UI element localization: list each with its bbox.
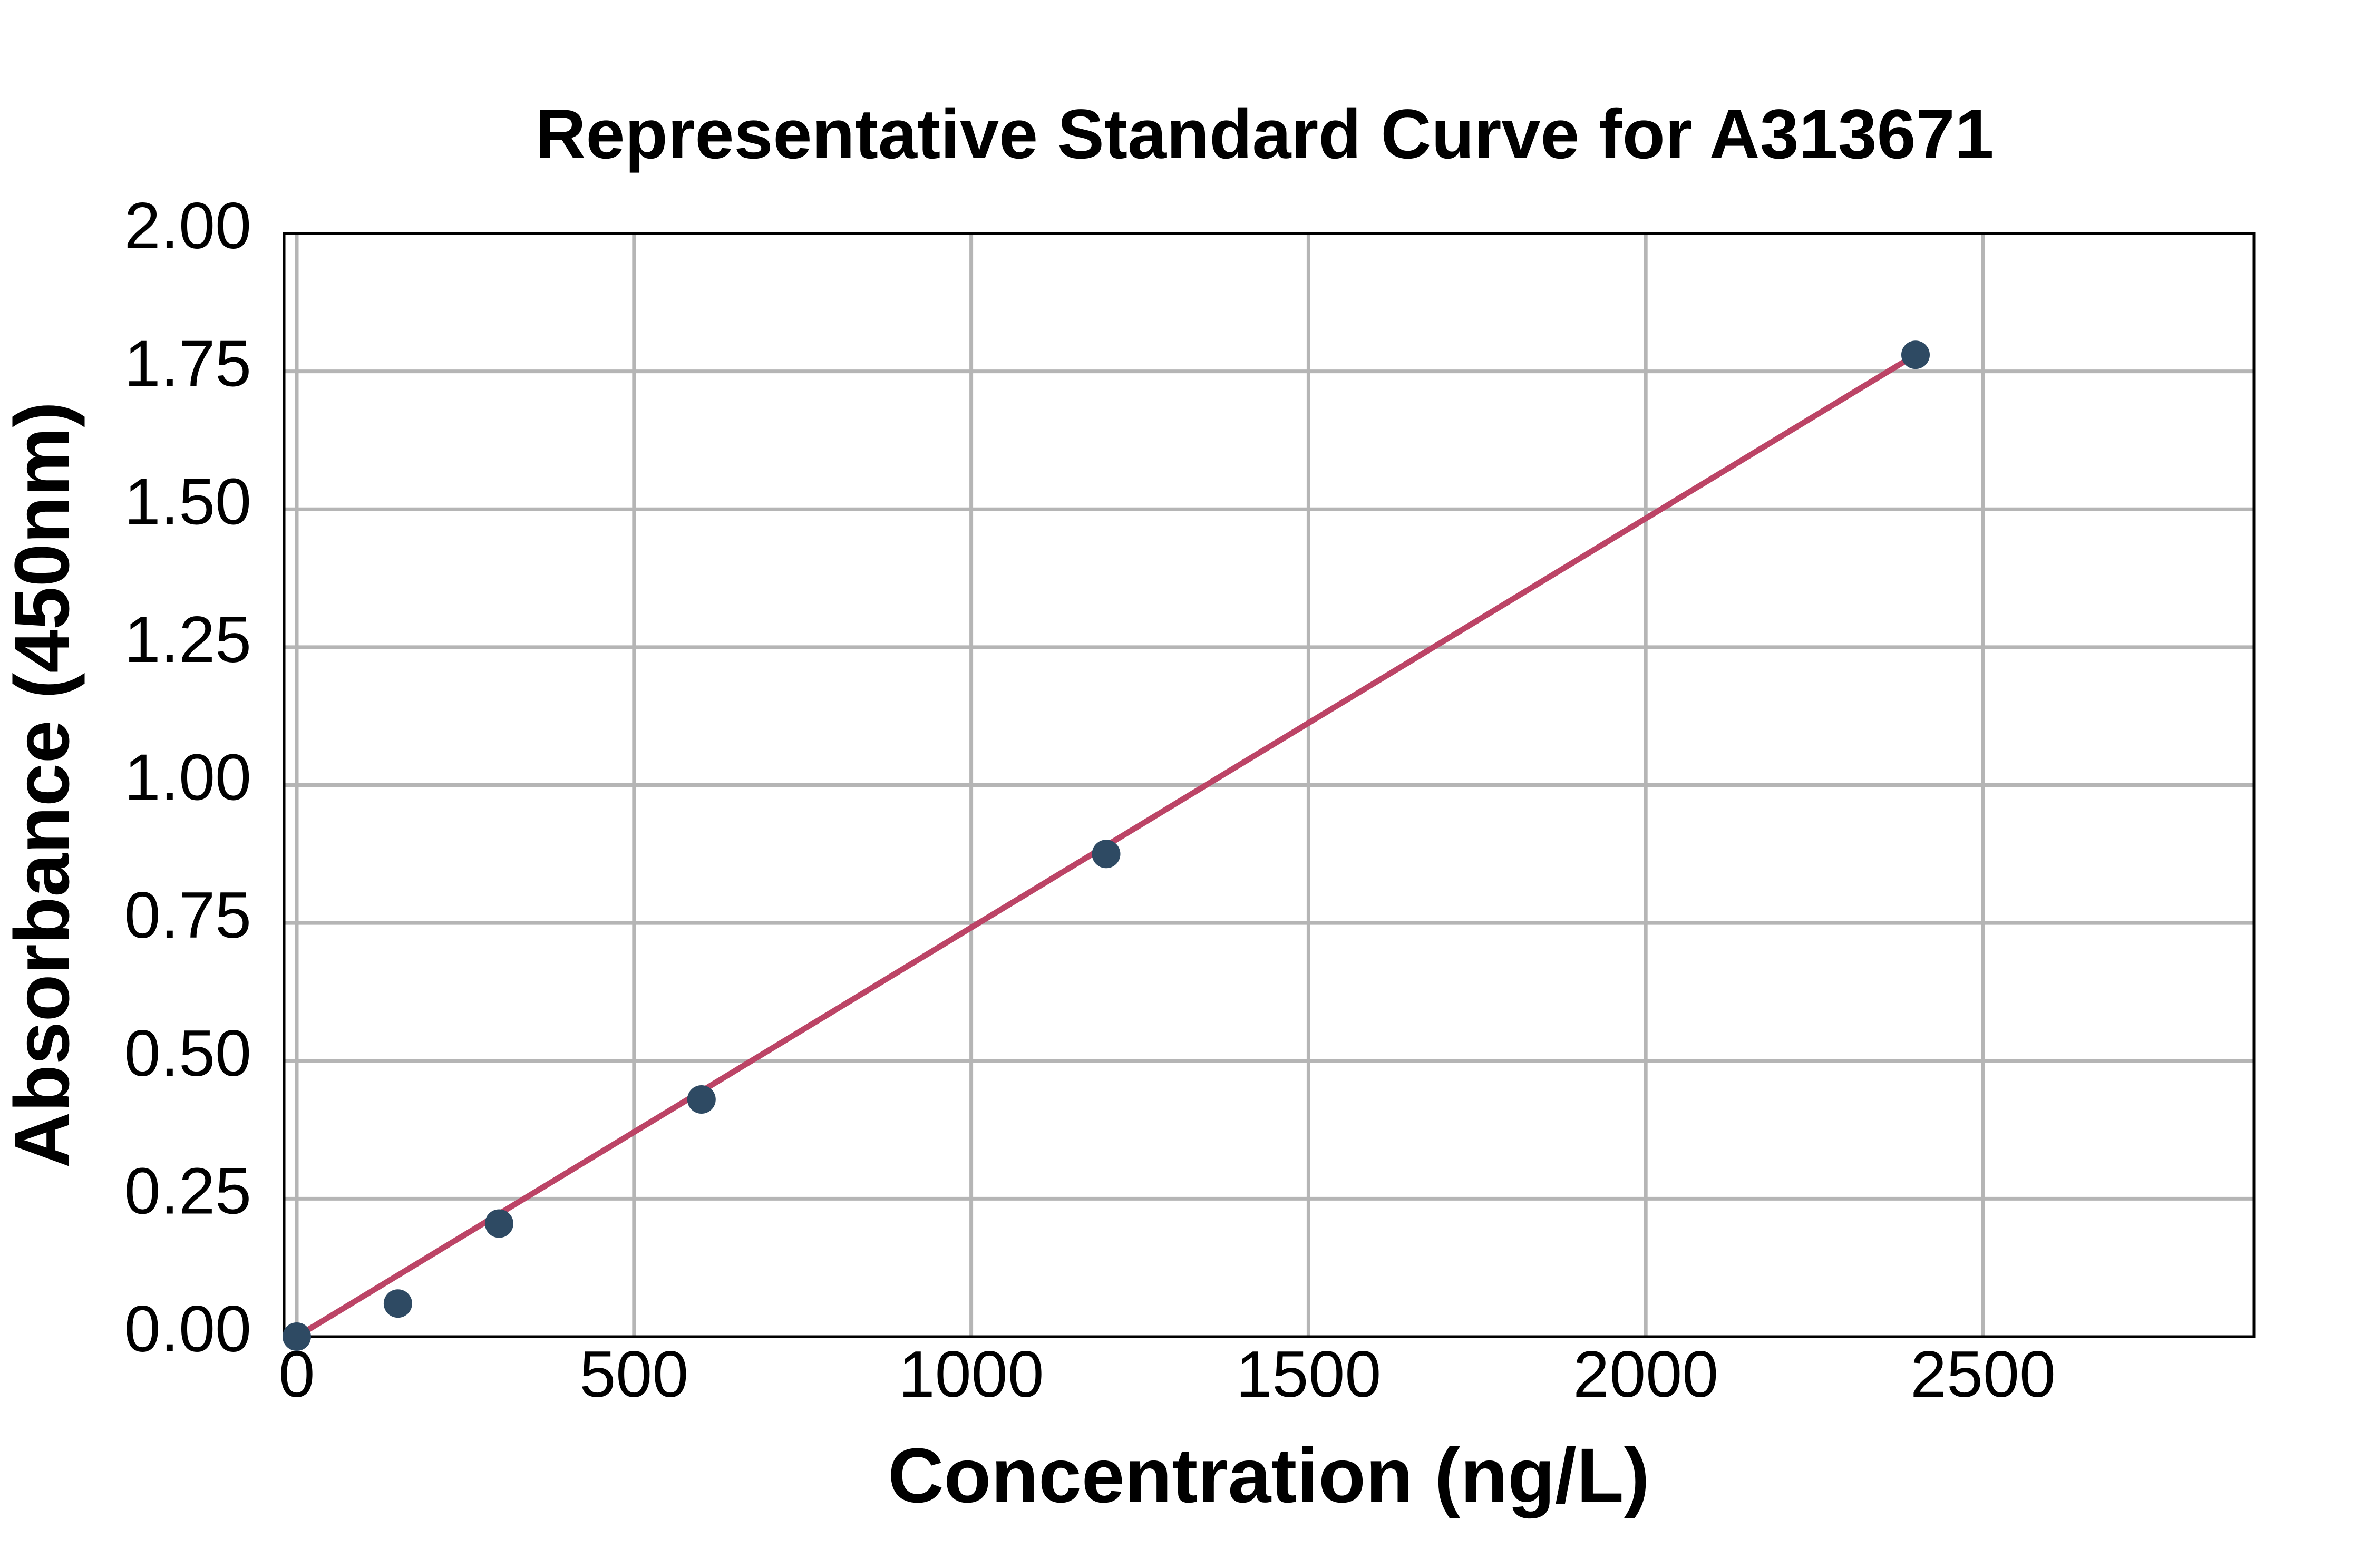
svg-text:500: 500 xyxy=(579,1338,688,1411)
svg-text:1.75: 1.75 xyxy=(124,328,251,401)
svg-text:0.25: 0.25 xyxy=(124,1155,251,1228)
svg-text:1.50: 1.50 xyxy=(124,465,251,538)
svg-text:0.50: 0.50 xyxy=(124,1017,251,1090)
svg-text:Representative Standard Curve: Representative Standard Curve for A31367… xyxy=(535,95,1994,173)
svg-text:2.00: 2.00 xyxy=(124,190,251,262)
svg-text:2000: 2000 xyxy=(1573,1338,1718,1411)
svg-text:Concentration (ng/L): Concentration (ng/L) xyxy=(888,1433,1649,1519)
svg-text:1.25: 1.25 xyxy=(124,603,251,676)
svg-text:1.00: 1.00 xyxy=(124,742,251,814)
svg-text:0: 0 xyxy=(279,1338,315,1411)
svg-text:0.00: 0.00 xyxy=(124,1293,251,1366)
svg-text:1000: 1000 xyxy=(899,1338,1044,1411)
svg-text:Absorbance (450nm): Absorbance (450nm) xyxy=(0,402,85,1168)
svg-text:1500: 1500 xyxy=(1236,1338,1381,1411)
svg-text:0.75: 0.75 xyxy=(124,879,251,952)
svg-text:2500: 2500 xyxy=(1910,1338,2056,1411)
